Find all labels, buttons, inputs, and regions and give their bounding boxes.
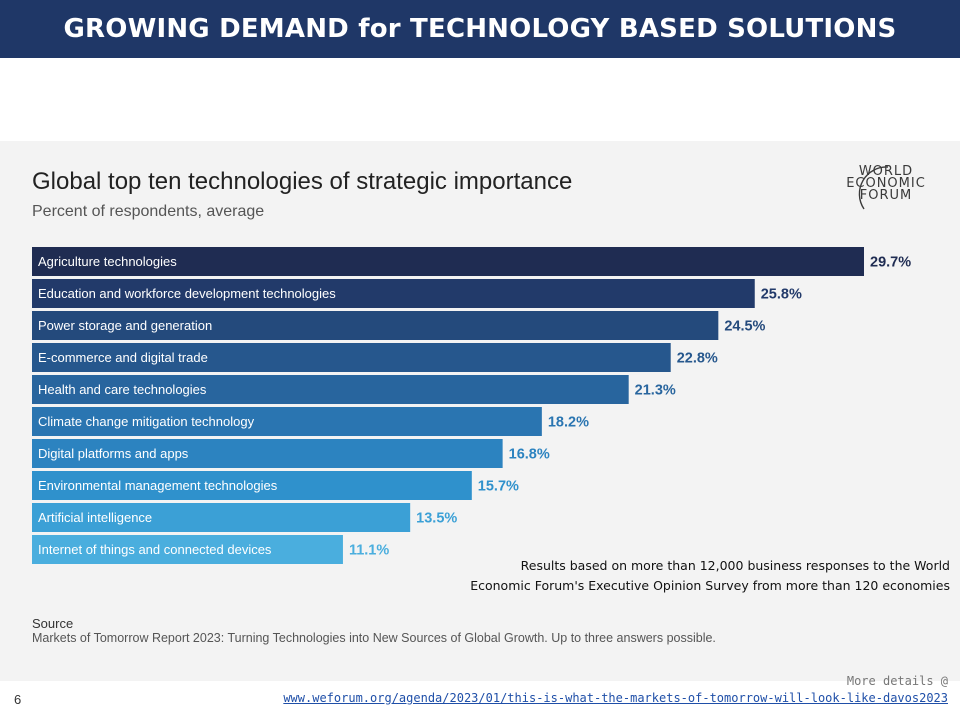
chart-subtitle: Percent of respondents, average [32, 203, 265, 220]
bar-value-label: 15.7% [478, 479, 519, 495]
more-details-label: More details @ [846, 674, 948, 688]
bar-category-label: Internet of things and connected devices [38, 542, 272, 557]
bar-2 [32, 311, 719, 340]
bar-8 [32, 503, 411, 532]
source-link[interactable]: www.weforum.org/agenda/2023/01/this-is-w… [283, 691, 948, 705]
bar-6 [32, 439, 503, 468]
title-banner: GROWING DEMAND for TECHNOLOGY BASED SOLU… [0, 0, 960, 58]
bar-category-label: Education and workforce development tech… [38, 286, 336, 301]
bar-9 [32, 535, 343, 564]
bar-category-label: E-commerce and digital trade [38, 350, 208, 365]
bar-value-label: 16.8% [509, 447, 550, 463]
bar-category-label: Environmental management technologies [38, 478, 278, 493]
bar-5 [32, 407, 542, 436]
logo-line-2: ECONOMIC [846, 176, 926, 191]
chart-title: Global top ten technologies of strategic… [32, 168, 573, 195]
bar-3 [32, 343, 671, 372]
bar-category-label: Health and care technologies [38, 382, 207, 397]
bar-value-label: 21.3% [635, 383, 676, 399]
source-label: Source [32, 616, 74, 631]
bar-category-label: Agriculture technologies [38, 254, 177, 269]
survey-note-line-1: Results based on more than 12,000 busine… [520, 558, 950, 573]
bar-1 [32, 279, 755, 308]
bar-value-label: 22.8% [677, 351, 718, 367]
page-number: 6 [14, 692, 22, 707]
survey-note: Results based on more than 12,000 busine… [470, 556, 950, 596]
logo-line-1: WORLD [858, 164, 914, 179]
bar-category-label: Power storage and generation [38, 318, 212, 333]
logo-text: WORLD ECONOMIC FORUM [840, 164, 932, 203]
slide-title: GROWING DEMAND for TECHNOLOGY BASED SOLU… [63, 14, 897, 44]
bar-value-label: 18.2% [548, 415, 589, 431]
bar-value-label: 25.8% [761, 287, 802, 303]
survey-note-line-2: Economic Forum's Executive Opinion Surve… [470, 578, 950, 593]
source-text: Markets of Tomorrow Report 2023: Turning… [32, 631, 716, 645]
bar-category-label: Artificial intelligence [38, 510, 152, 525]
bar-value-label: 11.1% [349, 543, 389, 559]
bar-category-label: Climate change mitigation technology [38, 414, 255, 429]
logo-arc-icon [858, 166, 889, 210]
bar-4 [32, 375, 629, 404]
bar-value-label: 29.7% [870, 255, 911, 271]
bar-value-label: 13.5% [416, 511, 457, 527]
bar-0 [32, 247, 864, 276]
bar-category-label: Digital platforms and apps [38, 446, 189, 461]
bar-value-label: 24.5% [724, 319, 765, 335]
logo-line-3: FORUM [859, 188, 913, 203]
bar-7 [32, 471, 472, 500]
